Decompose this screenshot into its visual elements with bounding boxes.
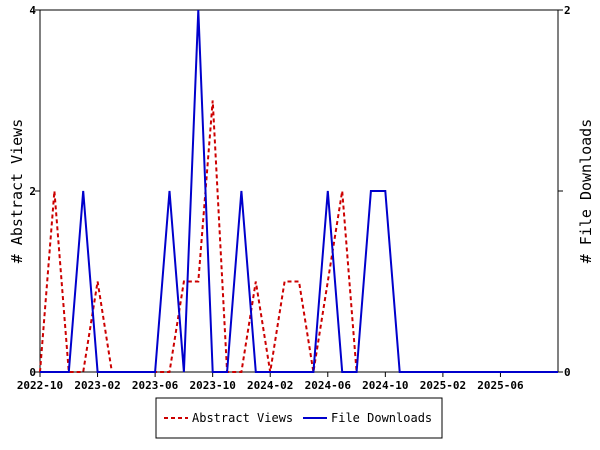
x-tick-label: 2025-06 — [477, 379, 524, 392]
y-left-tick-label: 4 — [29, 4, 36, 17]
y-left-tick-label: 2 — [29, 185, 36, 198]
axes: 2022-10 2023-02 2023-06 2023-10 2024-02 2024-… — [17, 4, 571, 392]
legend-label-file-downloads: File Downloads — [331, 411, 432, 425]
y-left-tick-label: 0 — [29, 366, 36, 379]
y-right-tick-label: 0 — [564, 366, 571, 379]
legend: Abstract Views File Downloads — [155, 397, 443, 439]
series-layer — [39, 9, 558, 373]
legend-label-abstract-views: Abstract Views — [192, 411, 293, 425]
plot-area — [39, 9, 559, 373]
x-tick-label: 2024-02 — [247, 379, 293, 392]
y-right-axis-title: # File Downloads — [577, 119, 595, 264]
series-line-abstract-views — [39, 100, 358, 373]
x-tick-label: 2023-02 — [74, 379, 120, 392]
x-tick-label: 2025-02 — [420, 379, 466, 392]
x-tick-label: 2022-10 — [17, 379, 63, 392]
x-tick-label: 2023-10 — [189, 379, 235, 392]
y-right-tick-label: 2 — [564, 4, 571, 17]
legend-box — [155, 397, 443, 439]
x-tick-label: 2024-10 — [362, 379, 408, 392]
x-tick-label: 2024-06 — [305, 379, 352, 392]
series-line-file-downloads — [40, 9, 558, 373]
y-left-axis-title: # Abstract Views — [8, 119, 26, 264]
x-tick-label: 2023-06 — [132, 379, 179, 392]
